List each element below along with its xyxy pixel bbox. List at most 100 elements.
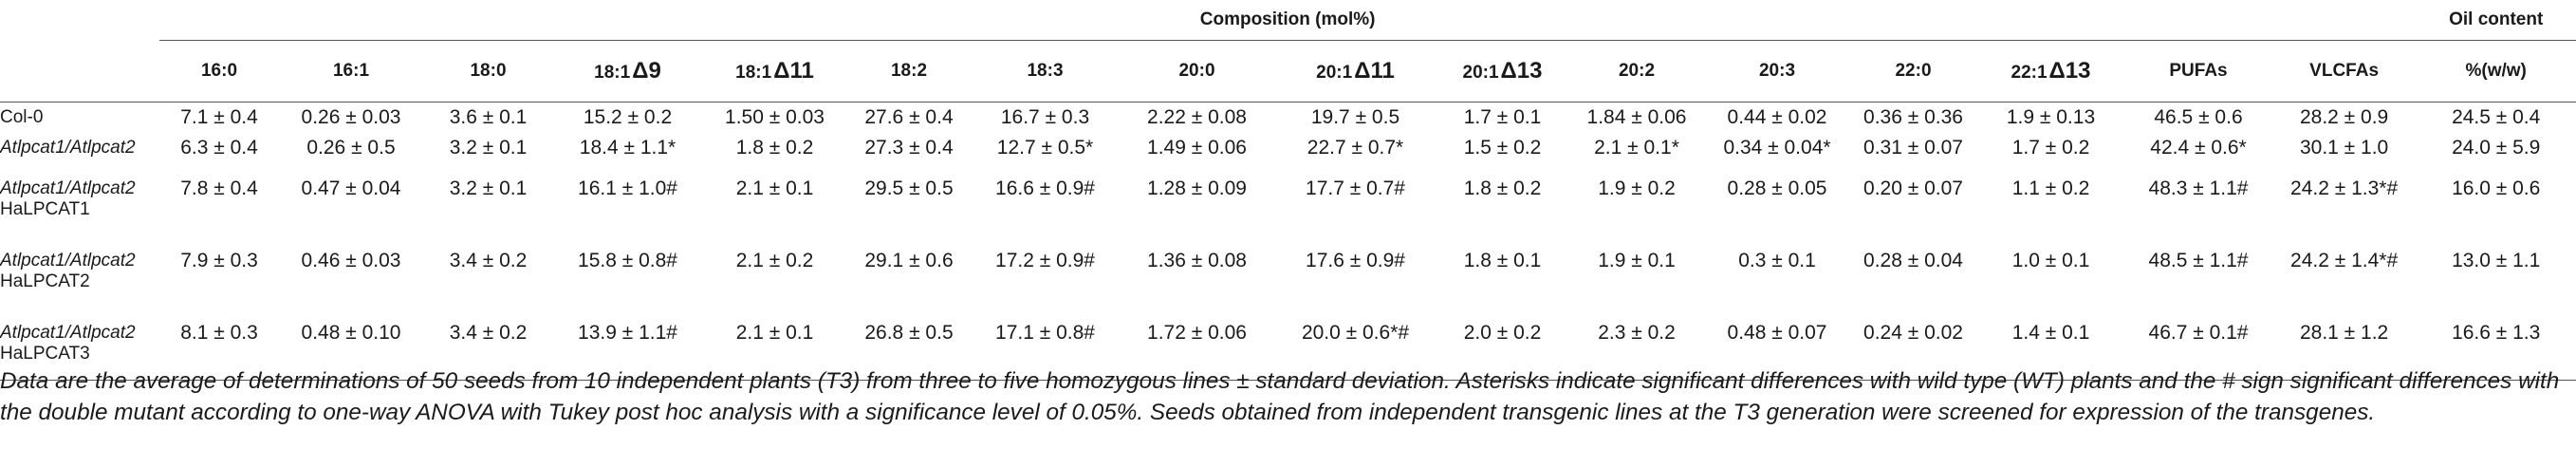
value-cell: 20.0 ± 0.6*#	[1274, 308, 1436, 381]
line-genotype: Atlpcat1/Atlpcat2	[0, 178, 136, 198]
value-cell: 2.22 ± 0.08	[1147, 106, 1247, 128]
value-cell: 1.28 ± 0.09	[1147, 177, 1247, 199]
value-cell: 13.0 ± 1.1	[2452, 250, 2541, 271]
line-column-header	[0, 40, 159, 103]
value-cell: 0.20 ± 0.07	[1863, 177, 1963, 199]
value-cell: 15.8 ± 0.8#	[578, 250, 677, 271]
value-cell: 1.0 ± 0.1	[2011, 250, 2090, 271]
line-transgene: HaLPCAT1	[0, 199, 90, 219]
value-cell: 16.6 ± 1.3	[2416, 308, 2576, 381]
value-cell: 0.24 ± 0.02	[1849, 308, 1977, 381]
line-transgene: HaLPCAT3	[0, 344, 90, 364]
column-header: 20:1Δ11	[1274, 40, 1436, 103]
column-header-label: 18:3	[1027, 61, 1064, 81]
column-header: 18:2	[847, 40, 971, 103]
value-cell: 1.7 ± 0.2	[2011, 137, 2090, 159]
column-header: %(w/w)	[2416, 40, 2576, 103]
table-row: Atlpcat1/Atlpcat2 HaLPCAT1 7.8 ± 0.4 0.47 ±…	[0, 163, 2576, 235]
column-header: 22:1Δ13	[1977, 40, 2124, 103]
line-transgene: HaLPCAT2	[0, 271, 90, 291]
column-header: 20:0	[1120, 40, 1274, 103]
value-cell: 27.3 ± 0.4	[864, 137, 954, 159]
column-header: 16:1	[279, 40, 423, 103]
value-cell: 2.1 ± 0.2	[735, 250, 814, 271]
column-header-label: 20:3	[1758, 61, 1796, 81]
value-cell: 22.7 ± 0.7*	[1307, 137, 1404, 159]
value-cell: 0.48 ± 0.07	[1705, 308, 1849, 381]
column-header-label: 22:1	[2011, 63, 2048, 83]
line-cell: Col-0	[0, 103, 159, 134]
value-cell: 2.0 ± 0.2	[1436, 308, 1568, 381]
value-cell: 13.9 ± 1.1#	[553, 308, 702, 381]
value-cell: 1.4 ± 0.1	[1977, 308, 2124, 381]
column-header: 18:3	[971, 40, 1120, 103]
value-cell: 0.28 ± 0.04	[1863, 250, 1963, 271]
value-cell: 15.2 ± 0.2	[583, 106, 673, 128]
value-cell: 2.1 ± 0.1	[735, 177, 814, 199]
table-row: Col-0 7.1 ± 0.4 0.26 ± 0.03 3.6 ± 0.1 15.2 ±…	[0, 103, 2576, 134]
value-cell: 6.3 ± 0.4	[180, 137, 258, 159]
value-cell: 7.1 ± 0.4	[180, 106, 258, 128]
value-cell: 17.1 ± 0.8#	[971, 308, 1120, 381]
composition-title: Composition (mol%)	[159, 0, 2417, 41]
value-cell: 17.7 ± 0.7#	[1306, 177, 1405, 199]
value-cell: 26.8 ± 0.5	[847, 308, 971, 381]
column-header-delta: Δ13	[1500, 58, 1543, 84]
column-header: 20:1Δ13	[1436, 40, 1568, 103]
value-cell: 28.2 ± 0.9	[2299, 106, 2389, 128]
value-cell: 3.2 ± 0.1	[449, 177, 528, 199]
value-cell: 24.5 ± 0.4	[2452, 106, 2541, 128]
column-header: PUFAs	[2124, 40, 2272, 103]
column-header: 22:0	[1849, 40, 1977, 103]
column-header-label: 20:2	[1618, 61, 1656, 81]
value-cell: 16.0 ± 0.6	[2452, 177, 2541, 199]
line-cell: Atlpcat1/Atlpcat2 HaLPCAT2	[0, 235, 159, 308]
value-cell: 0.31 ± 0.07	[1863, 137, 1963, 159]
line-genotype: Col-0	[0, 107, 44, 127]
value-cell: 2.3 ± 0.2	[1568, 308, 1705, 381]
table-row: Atlpcat1/Atlpcat2 6.3 ± 0.4 0.26 ± 0.5 3.2 …	[0, 133, 2576, 163]
value-cell: 0.34 ± 0.04*	[1723, 137, 1831, 159]
value-cell: 1.5 ± 0.2	[1463, 137, 1542, 159]
value-cell: 29.5 ± 0.5	[864, 177, 954, 199]
value-cell: 8.1 ± 0.3	[159, 308, 279, 381]
value-cell: 0.48 ± 0.10	[279, 308, 423, 381]
column-header-row: 16:0 16:1 18:0 18:1Δ9 18:1Δ11 18:2 18:3 20:0 20:…	[0, 40, 2576, 103]
value-cell: 46.7 ± 0.1#	[2124, 308, 2272, 381]
value-cell: 1.9 ± 0.2	[1598, 177, 1676, 199]
value-cell: 1.49 ± 0.06	[1147, 137, 1247, 159]
table-body: Col-0 7.1 ± 0.4 0.26 ± 0.03 3.6 ± 0.1 15.2 ±…	[0, 103, 2576, 381]
line-cell: Atlpcat1/Atlpcat2 HaLPCAT1	[0, 163, 159, 235]
value-cell: 2.1 ± 0.1	[702, 308, 847, 381]
value-cell: 1.50 ± 0.03	[725, 106, 825, 128]
value-cell: 1.1 ± 0.2	[2011, 177, 2090, 199]
value-cell: 1.8 ± 0.1	[1463, 250, 1542, 271]
value-cell: 1.8 ± 0.2	[735, 137, 814, 159]
column-header-label: 22:0	[1895, 61, 1932, 81]
value-cell: 0.3 ± 0.1	[1738, 250, 1816, 271]
value-cell: 24.0 ± 5.9	[2452, 137, 2541, 159]
value-cell: 3.4 ± 0.2	[449, 250, 528, 271]
column-header-label: 18:0	[470, 61, 507, 81]
table-row: Atlpcat1/Atlpcat2 HaLPCAT3 8.1 ± 0.3 0.48 ±…	[0, 308, 2576, 381]
column-header-delta: Δ13	[2048, 58, 2091, 84]
column-header-label: 16:0	[200, 61, 238, 81]
corner-cell	[0, 0, 159, 41]
column-header-label: PUFAs	[2169, 61, 2228, 81]
value-cell: 30.1 ± 1.0	[2299, 137, 2389, 159]
value-cell: 0.47 ± 0.04	[301, 177, 401, 199]
value-cell: 3.4 ± 0.2	[423, 308, 553, 381]
value-cell: 7.9 ± 0.3	[180, 250, 258, 271]
value-cell: 3.2 ± 0.1	[449, 137, 528, 159]
value-cell: 0.28 ± 0.05	[1727, 177, 1827, 199]
table-row: Atlpcat1/Atlpcat2 HaLPCAT2 7.9 ± 0.3 0.46 ±…	[0, 235, 2576, 308]
line-cell: Atlpcat1/Atlpcat2 HaLPCAT3	[0, 308, 159, 381]
value-cell: 48.3 ± 1.1#	[2148, 177, 2249, 199]
table-footnote: Data are the average of determinations o…	[0, 368, 2560, 425]
oil-content-title: Oil content	[2416, 0, 2576, 41]
column-header-label: 18:1	[735, 63, 772, 83]
value-cell: 48.5 ± 1.1#	[2148, 250, 2249, 271]
line-genotype: Atlpcat1/Atlpcat2	[0, 323, 136, 343]
value-cell: 0.44 ± 0.02	[1727, 106, 1827, 128]
value-cell: 7.8 ± 0.4	[180, 177, 258, 199]
